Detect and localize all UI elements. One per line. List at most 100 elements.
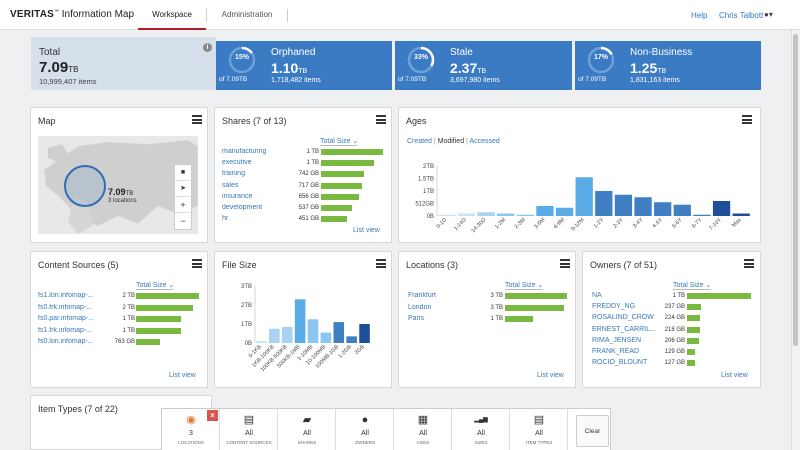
locate-icon[interactable]: ➤: [175, 181, 191, 197]
close-icon[interactable]: ×: [207, 410, 218, 421]
menu-icon[interactable]: [376, 115, 386, 124]
chart-bar[interactable]: [307, 319, 319, 343]
menu-icon[interactable]: [192, 115, 202, 124]
user-icon[interactable]: ●▾: [764, 10, 773, 19]
list-view-link[interactable]: List view: [353, 227, 380, 234]
chart-bar[interactable]: [281, 326, 293, 343]
chart-bar[interactable]: [614, 194, 633, 216]
help-link[interactable]: Help: [691, 11, 708, 20]
chart-bar[interactable]: [497, 213, 515, 217]
menu-icon[interactable]: [744, 259, 754, 268]
filter-ages[interactable]: ▦ All AGES: [394, 409, 452, 450]
list-view-link[interactable]: List view: [721, 372, 748, 379]
clear-button[interactable]: Clear: [576, 415, 609, 447]
list-view-link[interactable]: List view: [169, 372, 196, 379]
menu-icon[interactable]: [376, 259, 386, 268]
chart-bar[interactable]: [516, 214, 534, 216]
list-item-bar[interactable]: [321, 182, 362, 189]
list-item-bar[interactable]: [321, 216, 348, 223]
filter-modified[interactable]: Modified: [437, 138, 465, 145]
ages-chart[interactable]: 2TB 1.5TB 1TB 512GB 0B0-1D 1-14D 14-30D 1-2M 2-3…: [399, 146, 759, 242]
list-item-label[interactable]: hr: [222, 215, 229, 223]
list-item-bar[interactable]: [321, 205, 352, 211]
sort-column-header[interactable]: Total Size ⌄: [320, 137, 359, 146]
list-item-label[interactable]: fs1.frk.infomap-...: [38, 326, 93, 334]
chart-bar[interactable]: [333, 322, 345, 343]
list-item-bar[interactable]: [321, 193, 359, 200]
list-item-label[interactable]: fs0.par.infomap-...: [38, 315, 95, 322]
list-item-label[interactable]: development: [222, 204, 263, 211]
list-item-label[interactable]: sales: [222, 181, 239, 189]
filter-locations[interactable]: ◉ 3 LOCATIONS: [162, 409, 220, 450]
menu-icon[interactable]: [742, 115, 752, 124]
list-item-bar[interactable]: [321, 149, 383, 155]
map-view[interactable]: [38, 136, 198, 234]
chart-bar[interactable]: [256, 341, 267, 343]
chart-bar[interactable]: [536, 206, 554, 216]
menu-icon[interactable]: [192, 259, 202, 268]
tab-administration[interactable]: Administration: [221, 10, 273, 19]
kpi-stale[interactable]: 33% of 7.09TB Stale 2.37TB 3,697,980 ite…: [395, 41, 572, 90]
list-item-label[interactable]: ROCIO_BLOUNT: [592, 359, 648, 367]
list-item-label[interactable]: executive: [222, 159, 252, 167]
chart-bar[interactable]: [634, 197, 652, 216]
sort-column-header[interactable]: Total Size ⌄: [505, 281, 544, 290]
list-item-bar[interactable]: [136, 293, 199, 299]
chart-bar[interactable]: [555, 207, 574, 216]
zoom-out-icon[interactable]: −: [180, 216, 186, 226]
chart-bar[interactable]: [269, 328, 280, 343]
chart-bar[interactable]: [712, 201, 731, 216]
list-item-label[interactable]: insurance: [222, 192, 253, 200]
list-item-bar[interactable]: [687, 326, 700, 333]
list-item-label[interactable]: fs0.lon.infomap-...: [38, 338, 94, 345]
chart-bar[interactable]: [457, 213, 476, 217]
chart-bar[interactable]: [673, 204, 691, 216]
list-item-label[interactable]: ERNEST_CARRIL...: [592, 325, 656, 333]
list-item-bar[interactable]: [687, 293, 751, 299]
list-view-link[interactable]: List view: [537, 372, 564, 379]
menu-icon[interactable]: [560, 259, 570, 268]
app-logo[interactable]: VERITAS™ Information Map: [10, 9, 135, 20]
list-item-bar[interactable]: [136, 304, 193, 311]
list-item-bar[interactable]: [505, 304, 564, 311]
filter-item-types[interactable]: ▤ All ITEM TYPES: [510, 409, 568, 450]
list-item-bar[interactable]: [687, 360, 695, 367]
filter-owners[interactable]: ● All OWNERS: [336, 409, 394, 450]
list-item-label[interactable]: fs1.lon.infomap-...: [38, 292, 94, 299]
chart-bar[interactable]: [654, 202, 672, 216]
list-item-label[interactable]: FRANK_READ: [592, 348, 640, 355]
sort-column-header[interactable]: Total Size ⌄: [673, 281, 712, 290]
list-item-label[interactable]: ROSALIND_CROW: [592, 314, 654, 322]
list-item-label[interactable]: training: [222, 170, 245, 178]
tab-workspace[interactable]: Workspace: [138, 0, 206, 30]
kpi-orphaned[interactable]: 15% of 7.09TB Orphaned 1.10TB 1,718,482 …: [216, 41, 392, 90]
lock-icon[interactable]: ■: [175, 165, 191, 181]
filter-shares[interactable]: ▰ All SHARES: [278, 409, 336, 450]
sort-column-header[interactable]: Total Size ⌄: [136, 281, 175, 290]
zoom-in-icon[interactable]: +: [175, 197, 191, 213]
list-item-label[interactable]: Frankfurt: [408, 292, 437, 299]
list-item-bar[interactable]: [136, 316, 182, 322]
list-item-bar[interactable]: [505, 316, 533, 322]
list-item-label[interactable]: FREDDY_NG: [592, 303, 636, 311]
scrollbar-thumb[interactable]: [793, 34, 798, 346]
chart-bar[interactable]: [595, 191, 613, 216]
list-item-label[interactable]: fs0.frk.infomap-...: [38, 303, 93, 311]
chart-bar[interactable]: [346, 336, 357, 343]
list-item-bar[interactable]: [687, 349, 695, 355]
list-item-bar[interactable]: [321, 160, 375, 167]
chart-bar[interactable]: [693, 214, 711, 216]
user-menu[interactable]: Chris Talbott: [719, 11, 764, 20]
chart-bar[interactable]: [320, 332, 332, 343]
list-item-bar[interactable]: [687, 315, 701, 322]
chart-bar[interactable]: [438, 214, 456, 216]
list-item-bar[interactable]: [136, 339, 160, 345]
filter-content-sources[interactable]: ▤ All CONTENT SOURCES: [220, 409, 278, 450]
chart-bar[interactable]: [575, 177, 593, 216]
list-item-bar[interactable]: [687, 304, 702, 311]
list-item-label[interactable]: London: [408, 303, 432, 311]
list-item-label[interactable]: manufacturing: [222, 148, 267, 155]
list-item-bar[interactable]: [136, 327, 182, 334]
file-size-chart[interactable]: 3TB2TB1TB0B0-1KB1KB-100KB100KB-500KB500K…: [215, 276, 391, 386]
list-item-bar[interactable]: [505, 293, 567, 299]
